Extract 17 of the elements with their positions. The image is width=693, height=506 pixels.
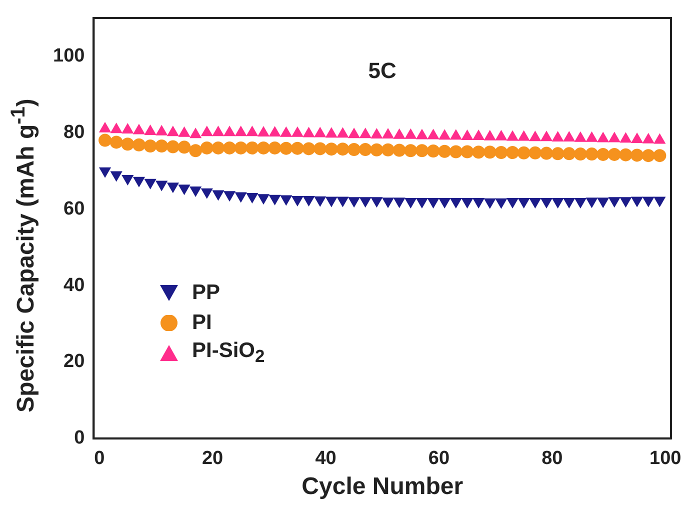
y-tick-label: 80 xyxy=(64,122,85,143)
x-tick-label: 80 xyxy=(542,448,563,470)
x-tick-label: 100 xyxy=(649,448,682,470)
x-tick-label: 0 xyxy=(94,448,105,470)
y-tick-label: 0 xyxy=(74,428,85,449)
legend-label: PI-SiO$_{2}$ xyxy=(192,338,265,368)
legend-label: PP xyxy=(192,281,220,305)
x-tick-label: 40 xyxy=(315,448,336,470)
y-tick-label: 100 xyxy=(53,45,85,66)
x-tick-label: 60 xyxy=(428,448,450,470)
x-axis-title: Cycle Number xyxy=(302,473,464,500)
y-tick-label: 40 xyxy=(64,274,85,296)
y-tick-label: 60 xyxy=(64,198,85,220)
annotation: 5C xyxy=(368,58,397,83)
x-tick-label: 20 xyxy=(202,448,224,470)
y-tick-label: 20 xyxy=(64,351,85,372)
legend-label: PI xyxy=(192,311,212,335)
